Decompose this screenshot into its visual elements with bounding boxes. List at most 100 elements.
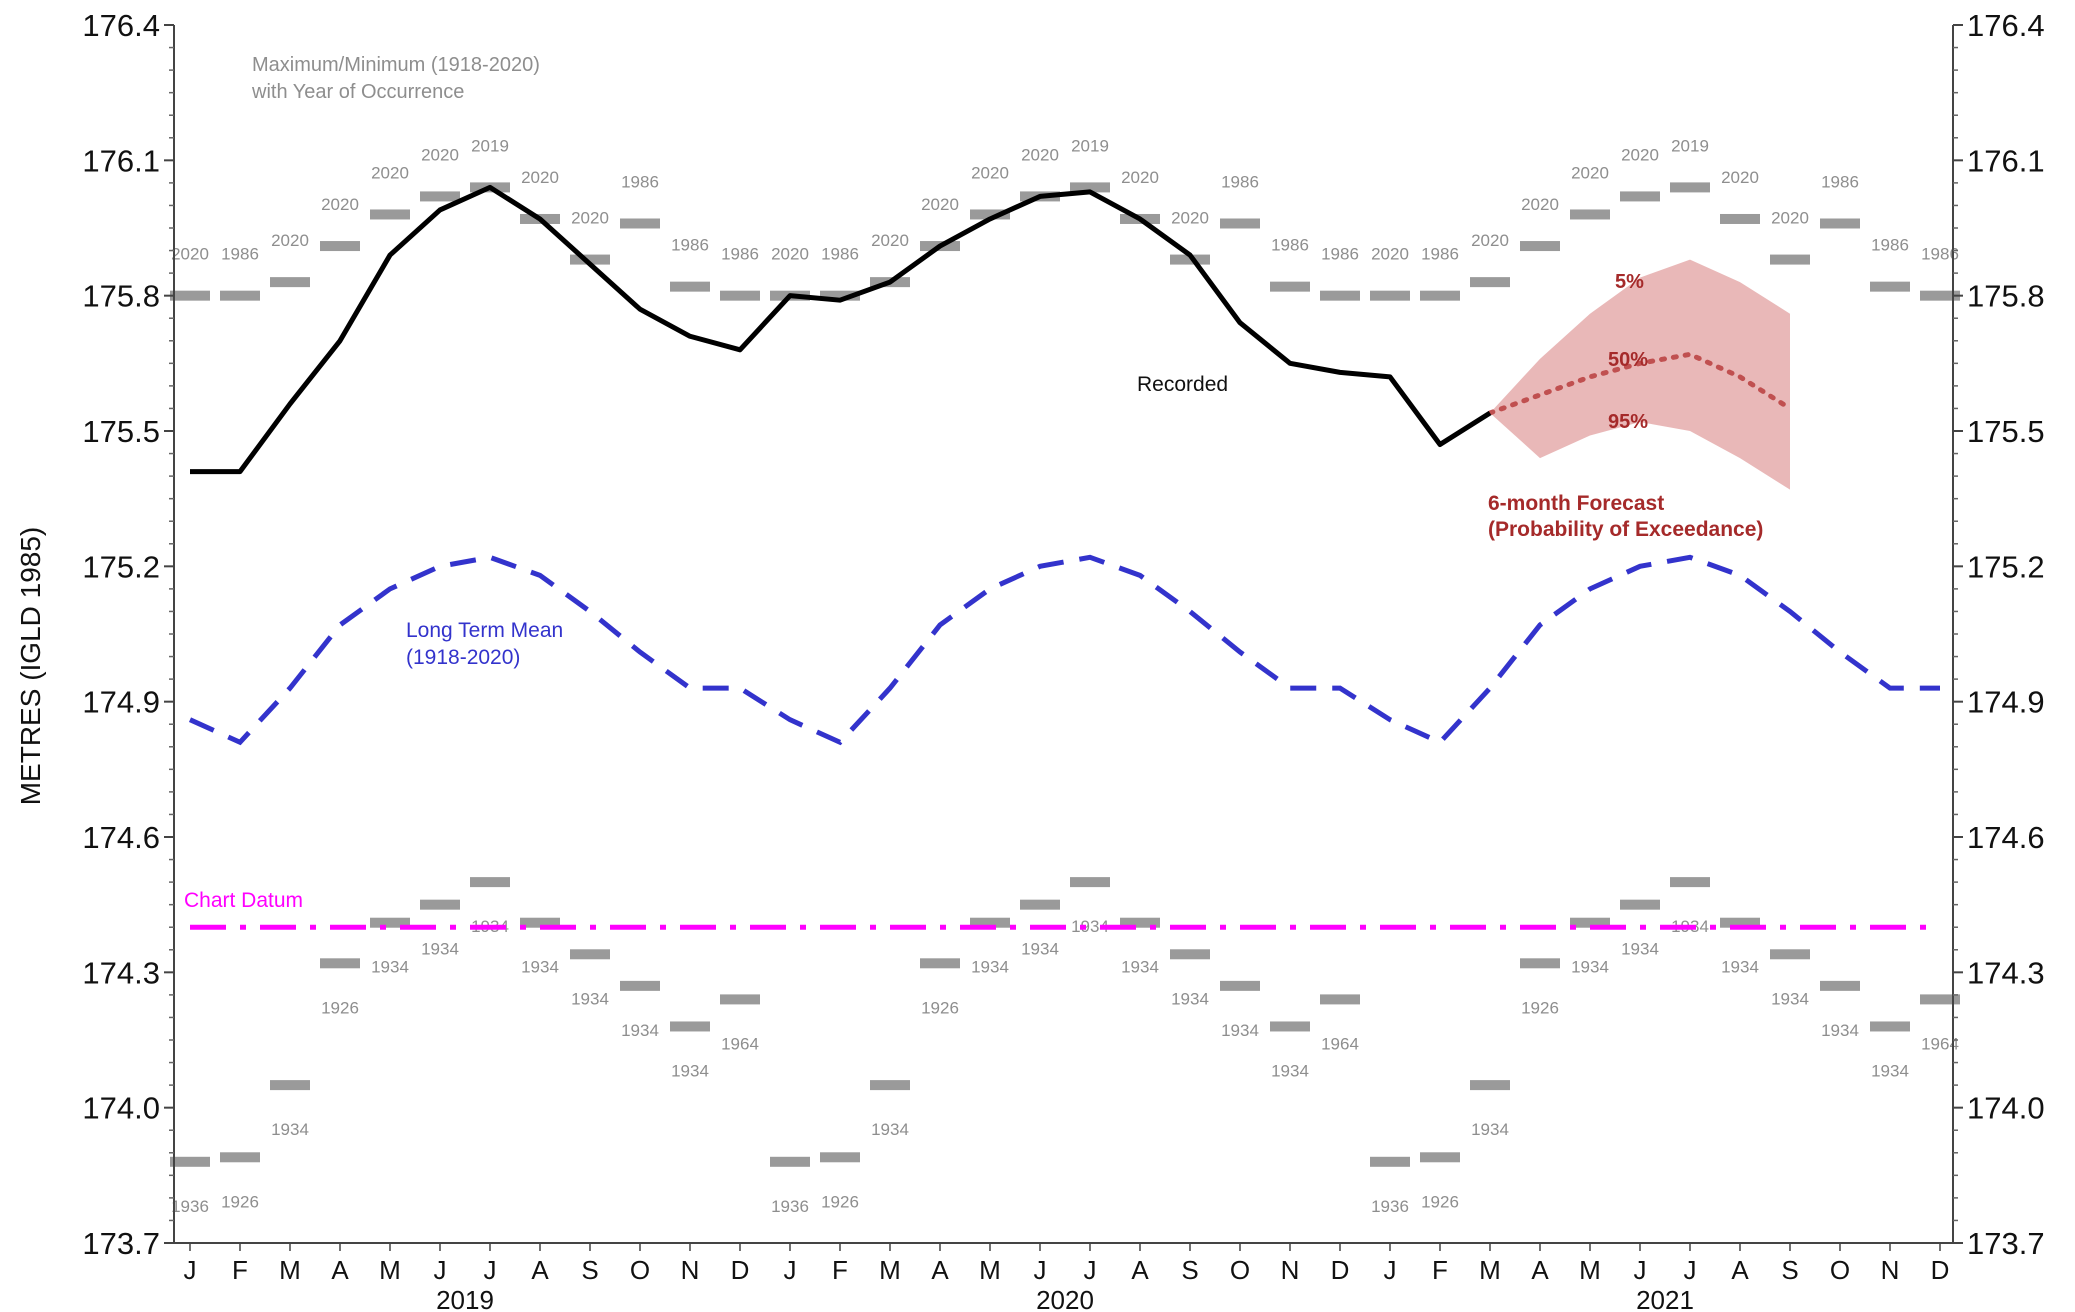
min-bar	[1470, 1080, 1510, 1091]
y-tick-label-left: 174.6	[82, 820, 160, 855]
x-tick-label: A	[331, 1255, 349, 1285]
forecast-annotation: 6-month Forecast	[1488, 492, 1664, 515]
min-bar	[970, 917, 1010, 928]
min-year-label: 1934	[271, 1120, 309, 1139]
max-year-label: 2019	[1671, 136, 1709, 155]
max-year-label: 2020	[1721, 168, 1759, 187]
max-bar	[170, 290, 210, 301]
mean-annotation-sub: (1918-2020)	[406, 646, 520, 669]
max-year-label: 2020	[1571, 163, 1609, 182]
long-term-mean-line	[188, 554, 1940, 746]
x-tick-label: J	[1034, 1255, 1047, 1285]
min-bar	[1420, 1152, 1460, 1163]
max-year-label: 2020	[1771, 209, 1809, 228]
max-year-label: 1986	[621, 172, 659, 191]
max-year-label: 2020	[971, 163, 1009, 182]
max-bar	[620, 218, 660, 229]
y-tick-label-left: 176.4	[82, 8, 160, 43]
min-bar	[1770, 949, 1810, 960]
max-bar	[1770, 254, 1810, 265]
min-bar	[1870, 1021, 1910, 1032]
series-group	[188, 184, 1940, 930]
x-tick-label: A	[531, 1255, 549, 1285]
max-year-label: 2020	[1021, 145, 1059, 164]
min-year-label: 1934	[1171, 989, 1209, 1008]
x-tick-label: M	[1579, 1255, 1601, 1285]
min-bar	[1370, 1156, 1410, 1167]
forecast-p95-label: 95%	[1608, 411, 1648, 433]
min-bar	[170, 1156, 210, 1167]
max-bar	[1720, 213, 1760, 224]
min-bar	[470, 877, 510, 888]
max-year-label: 1986	[1221, 172, 1259, 191]
min-bar	[1220, 980, 1260, 991]
extremes-group: 2020 1936 1986 1926 2020 1934 2020 1926 2020 1934…	[170, 136, 1960, 1216]
max-bar	[1570, 209, 1610, 220]
min-bar	[520, 917, 560, 928]
min-year-label: 1936	[1371, 1197, 1409, 1216]
max-bar	[1170, 254, 1210, 265]
max-bar	[1520, 241, 1560, 252]
min-year-label: 1934	[1721, 958, 1759, 977]
y-tick-label-right: 175.2	[1967, 549, 2045, 584]
max-bar	[1320, 290, 1360, 301]
max-year-label: 2020	[571, 209, 609, 228]
min-year-label: 1936	[171, 1197, 209, 1216]
extremes-annotation-sub: with Year of Occurrence	[251, 81, 464, 103]
y-tick-label-left: 174.0	[82, 1091, 160, 1126]
max-year-label: 2020	[1521, 195, 1559, 214]
min-bar	[1020, 899, 1060, 910]
min-year-label: 1934	[621, 1021, 659, 1040]
min-bar	[270, 1080, 310, 1091]
extremes-annotation: Maximum/Minimum (1918-2020)	[252, 54, 540, 76]
x-tick-label: J	[1084, 1255, 1097, 1285]
min-bar	[1820, 980, 1860, 991]
min-bar	[320, 958, 360, 969]
min-bar	[1570, 917, 1610, 928]
min-year-label: 1926	[921, 998, 959, 1017]
max-bar	[1870, 281, 1910, 292]
year-label: 2019	[436, 1285, 494, 1312]
min-bar	[820, 1152, 860, 1163]
min-bar	[920, 958, 960, 969]
min-year-label: 1934	[1021, 940, 1059, 959]
min-year-label: 1934	[1221, 1021, 1259, 1040]
recorded-annotation: Recorded	[1137, 373, 1228, 396]
max-year-label: 2020	[371, 163, 409, 182]
max-year-label: 2020	[871, 231, 909, 250]
x-tick-label: M	[979, 1255, 1001, 1285]
min-year-label: 1934	[1121, 958, 1159, 977]
max-year-label: 1986	[821, 245, 859, 264]
max-bar	[420, 191, 460, 202]
x-tick-label: F	[232, 1255, 248, 1285]
y-tick-label-left: 175.2	[82, 549, 160, 584]
max-year-label: 2020	[1371, 245, 1409, 264]
x-tick-label: M	[279, 1255, 301, 1285]
min-bar	[220, 1152, 260, 1163]
max-bar	[270, 277, 310, 288]
min-year-label: 1964	[721, 1034, 759, 1053]
max-year-label: 1986	[721, 245, 759, 264]
min-year-label: 1934	[371, 958, 409, 977]
min-bar	[870, 1080, 910, 1091]
min-year-label: 1934	[571, 989, 609, 1008]
x-tick-label: F	[832, 1255, 848, 1285]
min-year-label: 1934	[671, 1061, 709, 1080]
max-year-label: 2020	[771, 245, 809, 264]
x-tick-label: J	[1634, 1255, 1647, 1285]
min-bar	[1520, 958, 1560, 969]
y-axis-label: METRES (IGLD 1985)	[15, 527, 46, 806]
y-tick-label-right: 174.9	[1967, 685, 2045, 720]
chart-datum-annotation: Chart Datum	[184, 889, 303, 912]
y-tick-label-right: 174.3	[1967, 955, 2045, 990]
x-tick-label: S	[581, 1255, 598, 1285]
max-year-label: 1986	[1421, 245, 1459, 264]
x-tick-label: J	[184, 1255, 197, 1285]
x-tick-label: D	[1331, 1255, 1350, 1285]
x-tick-label: A	[931, 1255, 949, 1285]
max-bar	[970, 209, 1010, 220]
y-tick-label-left: 174.9	[82, 685, 160, 720]
min-bar	[1720, 917, 1760, 928]
y-tick-label-left: 174.3	[82, 955, 160, 990]
y-tick-label-left: 176.1	[82, 143, 160, 178]
